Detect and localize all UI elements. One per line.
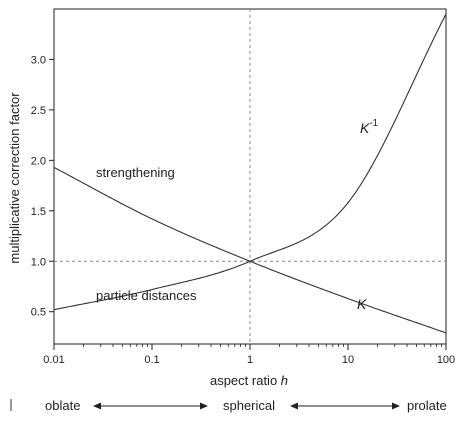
y-tick-label: 1.5: [31, 206, 46, 218]
y-axis-ticks: 0.5 1.0 1.5 2.0 2.5 3.0: [31, 54, 54, 319]
x-axis-title: aspect ratio h: [210, 373, 288, 388]
x-tick-label: 1: [247, 354, 253, 366]
annotation-k: K: [357, 296, 367, 312]
scale-label-prolate: prolate: [407, 398, 447, 413]
x-tick-label: 100: [437, 354, 455, 366]
y-axis-title: multiplicative correction factor: [7, 92, 22, 264]
y-tick-label: 0.5: [31, 307, 46, 319]
x-axis-ticks: 0.01 0.1 1 10 100: [43, 344, 455, 366]
arrow-spherical-prolate: [290, 402, 400, 410]
x-tick-label: 0.1: [144, 354, 159, 366]
x-tick-label: 10: [342, 354, 354, 366]
y-tick-label: 2.0: [31, 155, 46, 167]
y-tick-label: 2.5: [31, 105, 46, 117]
annotation-particle-distances: particle distances: [96, 288, 197, 303]
curve-k-inverse: [53, 13, 447, 311]
scale-label-spherical: spherical: [223, 398, 275, 413]
y-tick-label: 3.0: [31, 54, 46, 66]
y-tick-label: 1.0: [31, 256, 46, 268]
x-tick-label: 0.01: [43, 354, 64, 366]
curves: [53, 13, 447, 334]
arrow-oblate-spherical: [93, 402, 208, 410]
reference-lines: [54, 9, 446, 344]
annotation-strengthening: strengthening: [96, 165, 175, 180]
scale-label-oblate: oblate: [45, 398, 80, 413]
annotation-k-inverse: K-1: [360, 118, 379, 136]
